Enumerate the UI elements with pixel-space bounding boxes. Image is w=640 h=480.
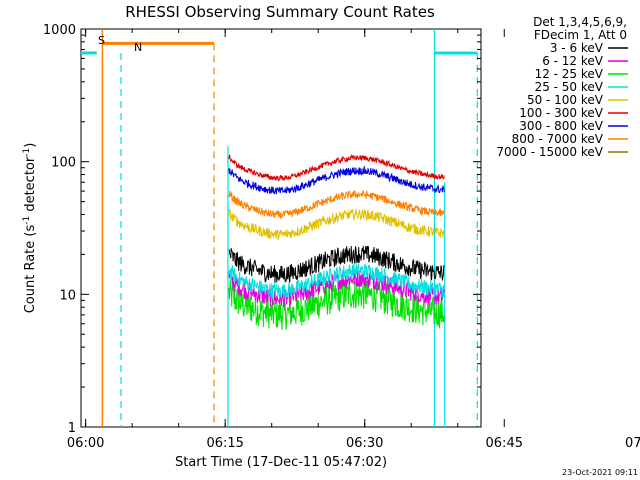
legend-label-7: 800 - 7000 keV xyxy=(512,132,604,146)
series-line-0 xyxy=(228,245,445,284)
y-axis-label-mid: detector xyxy=(23,156,38,216)
series-line-5 xyxy=(228,153,445,182)
y-axis-label-end: ) xyxy=(23,143,38,148)
legend-label-1: 6 - 12 keV xyxy=(542,54,604,68)
legend-label-2: 12 - 25 keV xyxy=(535,67,604,81)
x-tick-label-1: 06:15 xyxy=(206,436,243,451)
legend-label-4: 50 - 100 keV xyxy=(527,93,604,107)
x-tick-label-4: 07:00 xyxy=(625,436,640,451)
series-line-4 xyxy=(228,208,445,240)
y-tick-label-0: 1 xyxy=(68,421,76,436)
y-tick-label-1: 10 xyxy=(59,288,76,303)
y-axis-label-sup2: -1 xyxy=(22,148,32,157)
series-line-6 xyxy=(228,165,445,195)
series-line-2 xyxy=(228,278,445,331)
chart-title: RHESSI Observing Summary Count Rates xyxy=(125,3,435,21)
observing-intervals xyxy=(81,29,478,427)
y-tick-label-2: 100 xyxy=(51,156,76,171)
x-axis-label: Start Time (17-Dec-11 05:47:02) xyxy=(175,455,387,470)
y-tick-label-3: 1000 xyxy=(43,23,76,38)
x-tick-label-2: 06:30 xyxy=(346,436,383,451)
legend-header-line1: Det 1,3,4,5,6,9, xyxy=(533,15,627,29)
x-tick-label-3: 06:45 xyxy=(486,436,523,451)
marker-n-label: N xyxy=(134,41,142,54)
y-axis-label-main: Count Rate (s xyxy=(23,225,38,314)
marker-s-label: S xyxy=(98,34,105,47)
legend-label-3: 25 - 50 keV xyxy=(535,80,604,94)
x-tick-label-0: 06:00 xyxy=(67,436,104,451)
series-line-7 xyxy=(228,189,445,219)
legend-label-6: 300 - 800 keV xyxy=(519,119,603,133)
legend-label-0: 3 - 6 keV xyxy=(550,41,604,55)
legend-label-5: 100 - 300 keV xyxy=(519,106,603,120)
legend-label-8: 7000 - 15000 keV xyxy=(496,145,603,159)
series-line-3 xyxy=(228,262,445,299)
legend-header-line2: FDecim 1, Att 0 xyxy=(534,28,627,42)
y-axis-label-sup1: -1 xyxy=(22,216,32,225)
plot-frame xyxy=(80,28,482,428)
timestamp: 23-Oct-2021 09:11 xyxy=(562,468,638,477)
series-layer xyxy=(228,153,445,331)
y-axis: 1 10 100 1000 xyxy=(43,23,481,436)
legend: Det 1,3,4,5,6,9, FDecim 1, Att 0 3 - 6 k… xyxy=(496,15,628,159)
y-axis-label: Count Rate (s-1 detector-1) xyxy=(22,143,38,314)
